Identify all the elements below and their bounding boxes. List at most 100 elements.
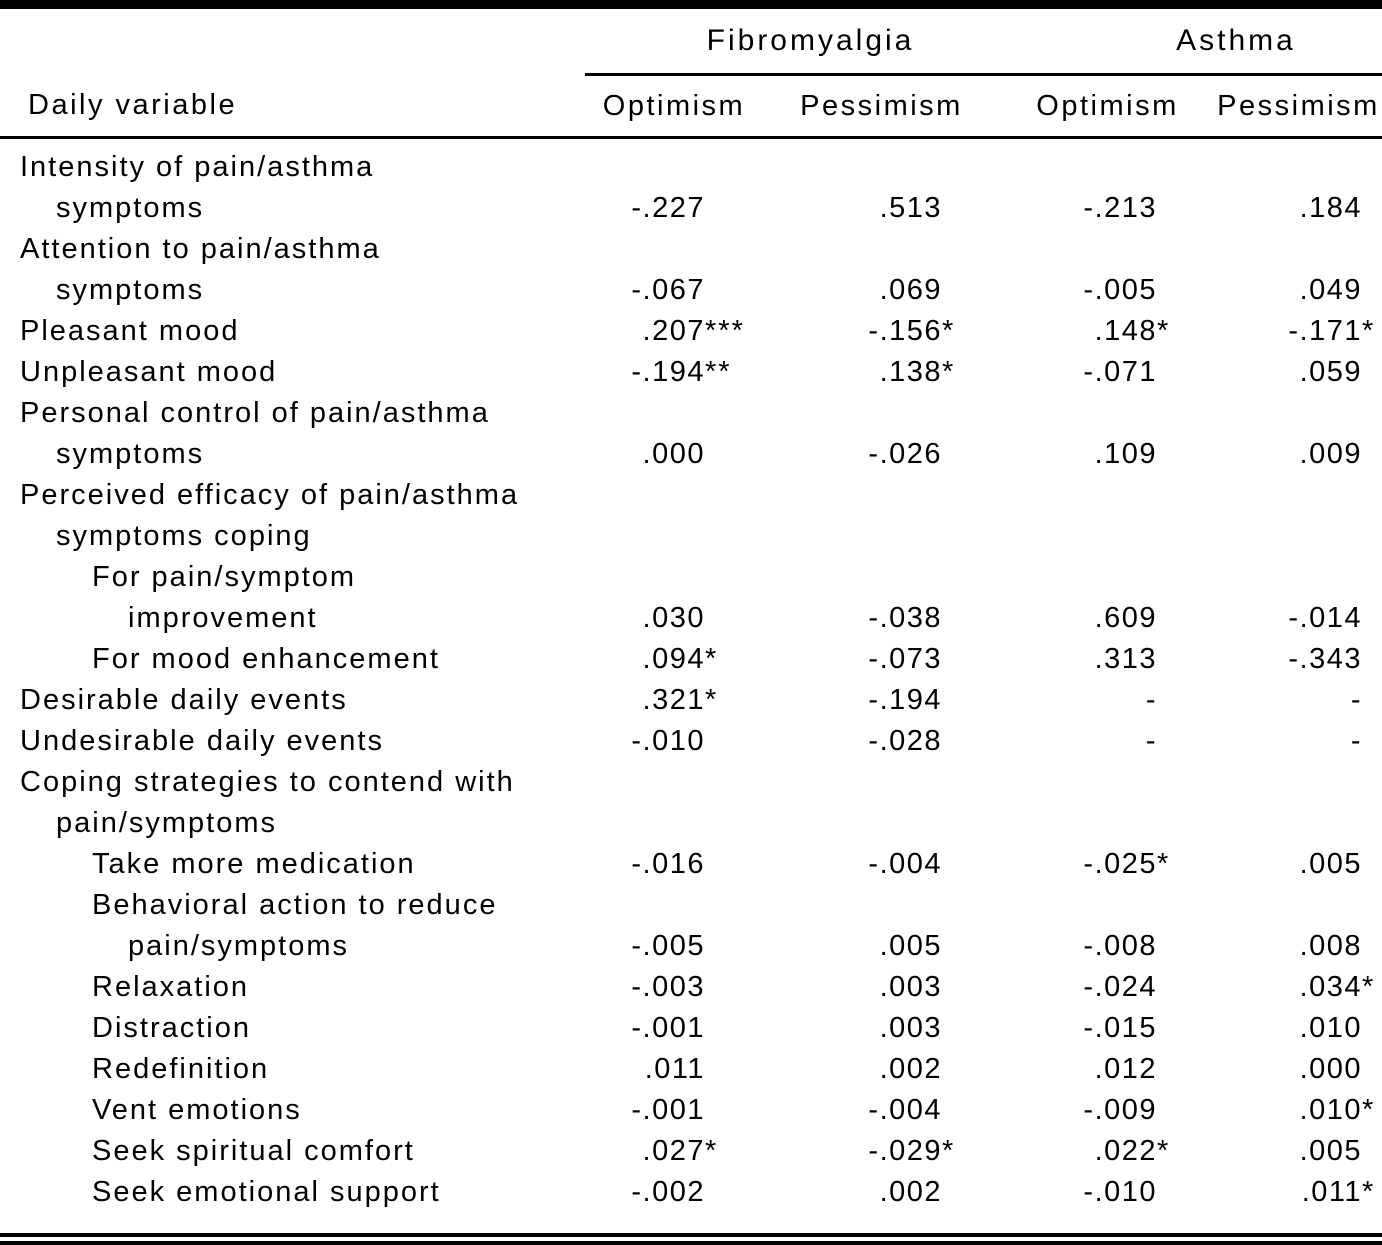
- value-cell: [1000, 393, 1215, 434]
- cell-value: -.227: [631, 192, 705, 224]
- cell-value: .000: [1299, 1053, 1363, 1085]
- value-cell: .022*: [1000, 1131, 1215, 1172]
- cell-value: .609: [1094, 602, 1158, 634]
- value-cell: .059: [1215, 352, 1382, 393]
- cell-value: -: [1350, 725, 1363, 757]
- cell-value: .010: [1299, 1012, 1363, 1044]
- cell-value: .513: [879, 192, 943, 224]
- significance-stars: ***: [705, 315, 745, 347]
- table-row: Attention to pain/asthma: [0, 229, 1382, 270]
- cell-value: -.009: [1083, 1094, 1158, 1126]
- value-cell: -.010: [1000, 1172, 1215, 1219]
- cell-value: -.016: [631, 848, 705, 880]
- value-cell: [1215, 803, 1382, 844]
- value-cell: -.014: [1215, 598, 1382, 639]
- value-cell: .000: [585, 434, 763, 475]
- cell-value: -: [1145, 725, 1158, 757]
- group-header-fibromyalgia: Fibromyalgia: [585, 9, 1001, 76]
- row-label: improvement: [128, 602, 318, 634]
- cell-value: -.073: [868, 643, 943, 675]
- significance-stars: *: [705, 1135, 719, 1167]
- value-cell: [763, 557, 1000, 598]
- value-cell: -.015: [1000, 1008, 1215, 1049]
- cell-value: -.029: [868, 1135, 943, 1167]
- value-cell: -.026: [763, 434, 1000, 475]
- table-row: Distraction -.001 .003 -.015 .010: [0, 1008, 1382, 1049]
- value-cell: .010*: [1215, 1090, 1382, 1131]
- table-row: Unpleasant mood -.194** .138* -.071.059: [0, 352, 1382, 393]
- row-label: Take more medication: [92, 848, 416, 880]
- cell-value: .109: [1094, 438, 1158, 470]
- table-body: Intensity of pain/asthma symptoms -.227 .51…: [0, 138, 1382, 1220]
- value-cell: [763, 475, 1000, 516]
- value-cell: .321*: [585, 680, 763, 721]
- cell-value: -.005: [1083, 274, 1158, 306]
- value-cell: -.038: [763, 598, 1000, 639]
- value-cell: .000: [1215, 1049, 1382, 1090]
- cell-value: -.067: [631, 274, 705, 306]
- value-cell: -.213: [1000, 188, 1215, 229]
- value-cell: .005: [1215, 844, 1382, 885]
- cell-value: .094: [642, 643, 705, 675]
- correlation-table: Fibromyalgia Asthma Daily variable Optim…: [0, 9, 1382, 1219]
- row-label: Relaxation: [92, 971, 250, 1003]
- value-cell: -.194**: [585, 352, 763, 393]
- value-cell: [1215, 762, 1382, 803]
- value-cell: .069: [763, 270, 1000, 311]
- cell-value: .059: [1299, 356, 1363, 388]
- cell-value: -.194: [631, 356, 705, 388]
- value-cell: [1000, 516, 1215, 557]
- cell-value: -: [1145, 684, 1158, 716]
- row-label: Undesirable daily events: [20, 725, 384, 757]
- significance-stars: *: [1362, 971, 1376, 1003]
- row-label: Desirable daily events: [20, 684, 348, 716]
- value-cell: -.001: [585, 1090, 763, 1131]
- significance-stars: *: [1362, 315, 1376, 347]
- significance-stars: *: [705, 684, 719, 716]
- cell-value: -.004: [868, 1094, 943, 1126]
- cell-value: .010: [1299, 1094, 1363, 1126]
- value-cell: -.001: [585, 1008, 763, 1049]
- cell-value: -.213: [1083, 192, 1158, 224]
- value-cell: [763, 762, 1000, 803]
- cell-value: .022: [1094, 1135, 1158, 1167]
- cell-value: -.156: [868, 315, 943, 347]
- table-row: Redefinition .011 .002 .012 .000: [0, 1049, 1382, 1090]
- cell-value: -.071: [1083, 356, 1158, 388]
- value-cell: [763, 803, 1000, 844]
- value-cell: -.002: [585, 1172, 763, 1219]
- table-row: Undesirable daily events -.010 -.028 - -: [0, 721, 1382, 762]
- significance-stars: *: [705, 643, 719, 675]
- cell-value: -.001: [631, 1094, 705, 1126]
- value-cell: [585, 516, 763, 557]
- value-cell: [763, 393, 1000, 434]
- cell-value: .005: [1299, 1135, 1363, 1167]
- row-label: Coping strategies to contend with: [20, 766, 515, 798]
- value-cell: [763, 138, 1000, 189]
- table-row: pain/symptoms: [0, 803, 1382, 844]
- value-cell: [1215, 393, 1382, 434]
- table-row: Seek spiritual comfort .027* -.029* .022* .0…: [0, 1131, 1382, 1172]
- cell-value: -.024: [1083, 971, 1158, 1003]
- value-cell: .207***: [585, 311, 763, 352]
- value-cell: [585, 475, 763, 516]
- row-label: For pain/symptom: [92, 561, 357, 593]
- row-label: Perceived efficacy of pain/asthma: [20, 479, 520, 511]
- cell-value: .008: [1299, 930, 1363, 962]
- cell-value: .184: [1299, 192, 1363, 224]
- asthma-optimism-header: Optimism: [1000, 74, 1216, 139]
- value-cell: [1000, 475, 1215, 516]
- value-cell: -.004: [763, 844, 1000, 885]
- cell-value: -: [1350, 684, 1363, 716]
- value-cell: .011*: [1215, 1172, 1382, 1219]
- table-row: For pain/symptom: [0, 557, 1382, 598]
- value-cell: -.067: [585, 270, 763, 311]
- table-row: symptoms -.227 .513 -.213 .184: [0, 188, 1382, 229]
- group-header-row: Fibromyalgia Asthma: [0, 9, 1382, 76]
- value-cell: -.004: [763, 1090, 1000, 1131]
- value-cell: -.010: [585, 721, 763, 762]
- cell-value: -.014: [1288, 602, 1363, 634]
- value-cell: .002: [763, 1172, 1000, 1219]
- value-cell: [1000, 885, 1215, 926]
- value-cell: [763, 516, 1000, 557]
